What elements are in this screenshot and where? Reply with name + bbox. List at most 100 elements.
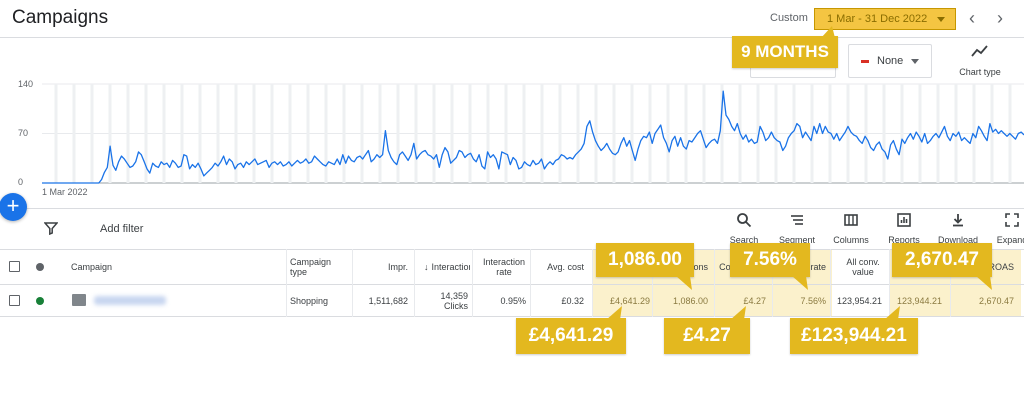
- chevron-down-icon: [937, 17, 945, 22]
- cell-interactions: 14,359 Clicks: [420, 285, 468, 316]
- column-separator: [530, 249, 531, 317]
- segment-icon: [791, 215, 803, 225]
- reports-icon: [897, 213, 911, 227]
- column-separator: [352, 249, 353, 317]
- download-icon: [953, 214, 963, 227]
- performance-chart: [42, 83, 1024, 184]
- search-label: Search: [729, 235, 759, 245]
- col-impressions[interactable]: Impr.: [387, 262, 408, 272]
- expand-label: Expand: [996, 235, 1024, 245]
- cell-conv-rate: 7.56%: [800, 295, 826, 306]
- page-title: Campaigns: [12, 7, 109, 28]
- columns-icon: [844, 214, 858, 226]
- filter-icon[interactable]: [44, 221, 58, 235]
- callout-cost: £4,641.29: [516, 318, 626, 354]
- status-enabled-dot[interactable]: [36, 297, 44, 305]
- columns-button[interactable]: Columns: [826, 212, 876, 245]
- page-header: Campaigns Custom 1 Mar - 31 Dec 2022 ‹ ›: [0, 0, 1024, 38]
- col-interactions[interactable]: ↓ Interactions: [424, 250, 470, 284]
- metric-selector-none[interactable]: None: [848, 44, 932, 78]
- col-interactions-label: Interactions: [431, 262, 471, 272]
- callout-pointer: [884, 306, 900, 320]
- reports-label: Reports: [888, 235, 920, 245]
- series-line: [42, 90, 1024, 184]
- callout-nine-months: 9 MONTHS: [732, 36, 838, 68]
- divider: [0, 208, 1024, 209]
- select-all-checkbox[interactable]: [9, 261, 20, 272]
- callout-roas: 2,670.47: [892, 243, 992, 277]
- cell-campaign-type: Shopping: [290, 295, 329, 306]
- chevron-down-icon: [911, 59, 919, 64]
- callout-conv-rate: 7.56%: [730, 243, 810, 277]
- col-all-conv-value[interactable]: All conv. value: [846, 257, 880, 277]
- cell-conversions: 1,086.00: [672, 295, 708, 306]
- col-roas[interactable]: ROAS: [988, 262, 1014, 272]
- next-period-button[interactable]: ›: [997, 8, 1003, 28]
- column-separator: [286, 249, 287, 317]
- cell-interaction-rate: 0.95%: [500, 295, 526, 306]
- cell-cost-per-conv: £4.27: [743, 295, 766, 306]
- callout-pointer: [676, 276, 692, 290]
- column-separator: [472, 249, 473, 317]
- expand-button[interactable]: Expand: [987, 212, 1024, 245]
- previous-period-button[interactable]: ‹: [969, 8, 975, 28]
- col-campaign[interactable]: Campaign: [71, 262, 113, 272]
- search-icon: [737, 213, 752, 228]
- row-checkbox[interactable]: [9, 295, 20, 306]
- column-separator: [772, 249, 773, 317]
- reports-button[interactable]: Reports: [879, 212, 929, 245]
- callout-pointer: [606, 306, 622, 320]
- download-button[interactable]: Download: [933, 212, 983, 245]
- col-interaction-rate[interactable]: Interaction rate: [482, 257, 526, 277]
- column-separator: [592, 249, 593, 317]
- table-row[interactable]: Shopping 1,511,682 14,359 Clicks 0.95% £…: [0, 285, 1024, 317]
- chart-type-label: Chart type: [959, 67, 1001, 77]
- col-avg-cost[interactable]: Avg. cost: [547, 262, 584, 272]
- callout-pointer: [821, 26, 835, 38]
- cell-all-conv-value: 123,954.21: [836, 295, 882, 306]
- column-separator: [889, 249, 890, 317]
- add-filter-button[interactable]: Add filter: [100, 223, 144, 235]
- callout-pointer: [792, 276, 808, 290]
- date-range-picker[interactable]: 1 Mar - 31 Dec 2022: [814, 8, 956, 30]
- cell-cost: £4,641.29: [609, 295, 650, 306]
- segment-button[interactable]: Segment: [772, 212, 822, 245]
- y-tick-label: 140: [18, 79, 34, 89]
- date-range-text: 1 Mar - 31 Dec 2022: [827, 13, 928, 25]
- callout-pointer: [976, 276, 992, 290]
- cell-impressions: 1,511,682: [368, 295, 408, 306]
- table-header: Campaign Campaign type Impr. ↓ Interacti…: [0, 249, 1024, 285]
- metric-none-label: None: [877, 55, 904, 67]
- segment-label: Segment: [778, 235, 816, 245]
- callout-conv-value: £123,944.21: [790, 318, 918, 354]
- sort-arrow-down-icon: ↓: [424, 262, 429, 272]
- x-tick-label: 1 Mar 2022: [42, 187, 88, 197]
- status-column-dot: [36, 263, 44, 271]
- y-tick-label: 70: [18, 128, 29, 138]
- custom-range-label: Custom: [770, 12, 808, 24]
- callout-pointer: [730, 306, 746, 320]
- column-separator: [714, 249, 715, 317]
- metric-color-indicator: [861, 60, 869, 63]
- cell-conv-value: 123,944.21: [896, 295, 942, 306]
- campaign-name-link[interactable]: [94, 296, 166, 305]
- column-separator: [950, 249, 951, 317]
- column-separator: [652, 249, 653, 317]
- add-campaign-button[interactable]: +: [0, 193, 27, 221]
- callout-conversions: 1,086.00: [596, 243, 694, 277]
- chart-type-button[interactable]: Chart type: [950, 44, 1010, 77]
- columns-label: Columns: [833, 235, 869, 245]
- callout-cost-per-conv: £4.27: [664, 318, 750, 354]
- cell-interactions-unit: Clicks: [444, 300, 468, 311]
- column-separator: [830, 249, 831, 317]
- cell-avg-cost: £0.32: [561, 295, 584, 306]
- column-separator: [414, 249, 415, 317]
- download-label: Download: [937, 235, 979, 245]
- cell-interactions-value: 14,359: [440, 290, 468, 301]
- expand-icon: [1005, 213, 1019, 227]
- line-chart-icon: [971, 45, 988, 57]
- search-button[interactable]: Search: [719, 212, 769, 245]
- shopping-campaign-icon: [72, 294, 86, 306]
- col-campaign-type[interactable]: Campaign type: [290, 257, 332, 277]
